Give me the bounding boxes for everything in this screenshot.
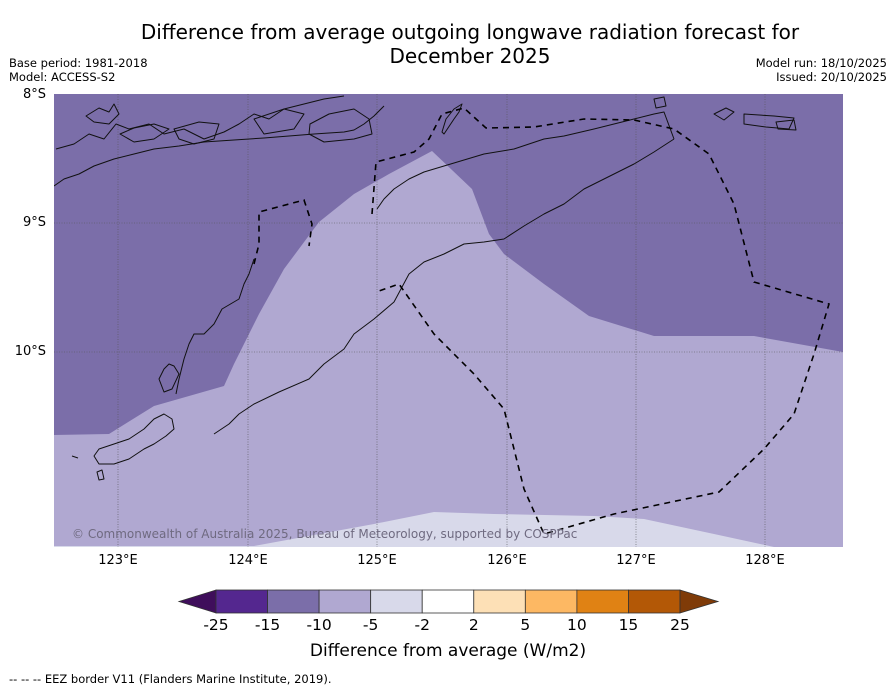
model-name: Model: ACCESS-S2	[9, 70, 116, 84]
island-atauro	[441, 103, 463, 135]
colorbar-tick-label: 25	[670, 616, 690, 634]
colorbar	[177, 589, 720, 614]
lon-label-128e: 128°E	[745, 553, 785, 568]
coast-timor-south	[213, 138, 675, 435]
coast-flores-south	[54, 105, 385, 187]
lon-label-125e: 125°E	[357, 553, 397, 568]
base-period: Base period: 1981-2018	[9, 56, 148, 70]
model-run: Model run: 18/10/2025	[755, 56, 887, 70]
colorbar-extend-high	[679, 589, 720, 614]
title-line-2: December 2025	[389, 44, 551, 68]
colorbar-tick-label: 2	[468, 616, 479, 634]
field-minus5-minus2	[54, 512, 774, 547]
colorbar-tick-label: 15	[618, 616, 639, 634]
colorbar-segment	[421, 589, 475, 614]
island-e	[653, 96, 667, 109]
colorbar-tick-label: 5	[520, 616, 531, 634]
colorbar-segment	[473, 589, 526, 614]
island-wetar-a	[713, 107, 735, 121]
eez-border	[253, 107, 830, 535]
colorbar-tick-label: -25	[203, 616, 229, 634]
lon-label-126e: 126°E	[487, 553, 527, 568]
island-ndana	[96, 469, 105, 481]
colorbar-tick-label: -15	[254, 616, 281, 634]
colorbar-tick-label: -10	[306, 616, 332, 634]
island-d	[253, 108, 305, 135]
lat-label-8s: 8°S	[22, 87, 46, 102]
copyright-text: © Commonwealth of Australia 2025, Bureau…	[72, 527, 577, 541]
lat-label-9s: 9°S	[22, 215, 46, 230]
colorbar-segment	[215, 589, 268, 614]
island-alor	[308, 108, 373, 143]
colorbar-tick-label: 10	[567, 616, 587, 634]
island-a	[85, 103, 120, 125]
lon-label-123e: 123°E	[98, 553, 138, 568]
lat-label-10s: 10°S	[14, 344, 46, 359]
colorbar-segment	[267, 589, 320, 614]
eez-timor-leste	[371, 107, 830, 535]
map-panel: © Commonwealth of Australia 2025, Bureau…	[54, 94, 843, 547]
island-small-a	[71, 455, 79, 459]
issued-date: Issued: 20/10/2025	[776, 70, 887, 84]
lon-label-124e: 124°E	[228, 553, 268, 568]
island-semau	[158, 363, 180, 393]
coast-timor-west	[175, 258, 255, 395]
island-rote	[93, 413, 175, 465]
colorbar-segment	[576, 589, 629, 614]
island-b	[119, 123, 170, 143]
eez-footnote: -- -- -- EEZ border V11 (Flanders Marine…	[9, 672, 332, 686]
gridlines	[54, 94, 843, 547]
field-minus15-minus10	[54, 94, 843, 435]
colorbar-title: Difference from average (W/m2)	[309, 641, 587, 661]
title-line-1: Difference from average outgoing longwav…	[140, 20, 800, 44]
colorbar-segment	[370, 589, 423, 614]
island-wetar-b	[743, 113, 795, 130]
colorbar-segment	[524, 589, 578, 614]
colorbar-tick-label: -5	[362, 616, 379, 634]
colorbar-tick-label: -2	[414, 616, 430, 634]
lon-label-127e: 127°E	[616, 553, 656, 568]
meta-right: Model run: 18/10/2025 Issued: 20/10/2025	[756, 56, 887, 84]
colorbar-extend-low	[177, 589, 217, 614]
coast-timor-north	[376, 111, 675, 210]
colorbar-segment	[318, 589, 372, 614]
coast-flores-north	[55, 95, 345, 150]
colorbar-segment	[628, 589, 681, 614]
coastlines	[54, 95, 797, 481]
island-c	[173, 121, 220, 145]
island-wetar-c	[775, 119, 797, 131]
chart-title: Difference from average outgoing longwav…	[0, 20, 896, 68]
meta-left: Base period: 1981-2018 Model: ACCESS-S2	[9, 56, 148, 84]
